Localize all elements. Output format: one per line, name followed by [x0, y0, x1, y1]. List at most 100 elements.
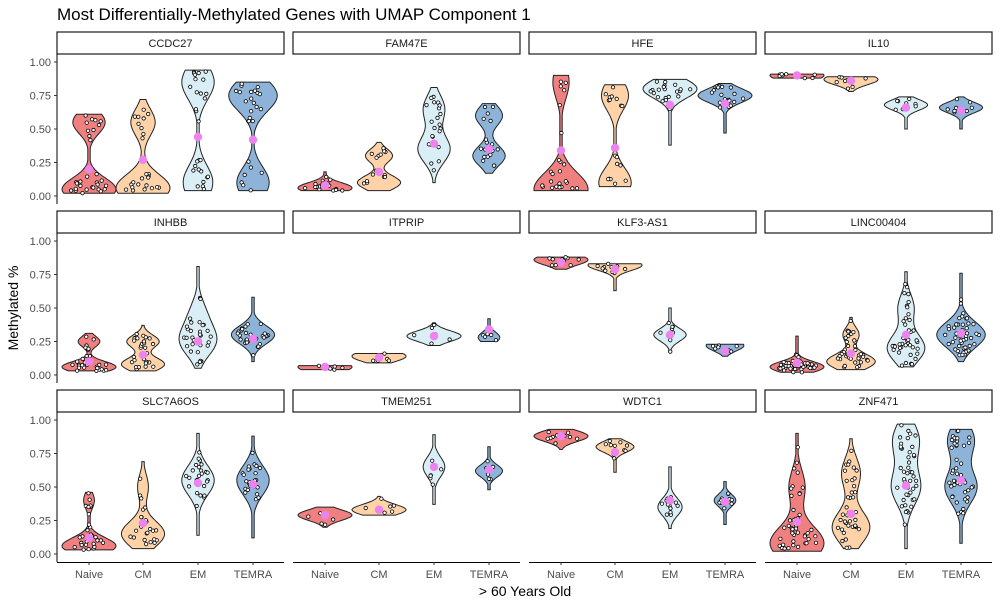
- data-point: [75, 359, 80, 364]
- data-point: [565, 430, 571, 435]
- data-point: [952, 441, 957, 446]
- data-point: [85, 174, 90, 179]
- data-point: [784, 72, 789, 77]
- mean-point: [320, 181, 330, 190]
- violin-temra: [697, 83, 753, 134]
- data-point: [732, 99, 737, 105]
- data-point: [846, 329, 851, 334]
- data-point: [603, 442, 608, 447]
- data-point: [722, 506, 727, 511]
- data-point: [853, 360, 858, 365]
- data-point: [104, 362, 109, 367]
- data-point: [480, 158, 486, 163]
- violin-naive: [769, 335, 825, 375]
- data-point: [949, 437, 955, 443]
- mean-point: [248, 480, 258, 489]
- data-point: [960, 322, 966, 327]
- data-point: [623, 178, 628, 183]
- data-point: [143, 505, 148, 510]
- data-point: [135, 336, 140, 341]
- data-point: [199, 471, 204, 476]
- data-point: [791, 539, 796, 544]
- data-point: [84, 120, 89, 125]
- data-point: [138, 476, 143, 481]
- data-point: [189, 320, 194, 325]
- violin-body: [769, 432, 825, 552]
- data-point: [793, 526, 799, 531]
- data-point: [78, 179, 83, 184]
- data-point: [901, 319, 906, 324]
- mean-point: [901, 330, 911, 339]
- data-point: [795, 530, 801, 535]
- data-point: [715, 85, 721, 90]
- data-point: [664, 512, 670, 517]
- mean-point: [84, 533, 94, 543]
- panel-strip: [528, 389, 757, 413]
- data-point: [185, 344, 190, 349]
- data-point: [660, 99, 665, 104]
- panel-strip: [56, 389, 285, 413]
- data-point: [843, 335, 848, 340]
- data-point: [853, 517, 858, 523]
- panel-strip: [764, 31, 993, 55]
- mean-point: [720, 497, 730, 506]
- data-point: [73, 186, 78, 191]
- data-point: [198, 296, 203, 301]
- data-point: [131, 535, 136, 540]
- data-point: [245, 322, 250, 327]
- data-point: [186, 484, 192, 489]
- data-point: [802, 76, 807, 81]
- data-point: [557, 103, 562, 108]
- data-point: [143, 335, 148, 340]
- data-point: [960, 352, 965, 357]
- data-point: [96, 122, 102, 128]
- data-point: [559, 130, 564, 136]
- panel-il10: IL10: [764, 31, 993, 130]
- data-point: [595, 263, 600, 269]
- data-point: [902, 290, 907, 296]
- data-point: [132, 338, 137, 343]
- data-point: [851, 483, 857, 489]
- data-point: [256, 344, 261, 349]
- violin-cm: [587, 261, 643, 292]
- data-point: [946, 341, 951, 347]
- data-point: [865, 358, 870, 363]
- data-point: [143, 361, 148, 366]
- data-point: [969, 485, 974, 490]
- mean-point: [665, 330, 675, 339]
- violin-temra: [944, 428, 978, 544]
- data-point: [388, 504, 393, 509]
- violin-naive: [533, 74, 589, 192]
- data-point: [306, 514, 311, 519]
- data-point: [436, 145, 441, 150]
- data-point: [950, 494, 955, 499]
- data-point: [656, 87, 661, 92]
- panel-strip-label: WDTC1: [623, 396, 662, 408]
- data-point: [139, 126, 144, 131]
- violin-naive: [61, 332, 117, 373]
- data-point: [792, 466, 797, 471]
- data-point: [72, 544, 77, 550]
- data-point: [136, 364, 141, 370]
- data-point: [958, 297, 964, 302]
- data-point: [205, 174, 211, 179]
- data-point: [91, 337, 96, 342]
- data-point: [806, 536, 811, 542]
- data-point: [781, 368, 787, 373]
- data-point: [974, 331, 979, 336]
- x-tick-label: EM: [898, 569, 915, 581]
- data-point: [655, 95, 661, 100]
- data-point: [964, 108, 969, 114]
- data-point: [726, 491, 731, 496]
- data-point: [969, 105, 975, 110]
- data-point: [155, 185, 160, 190]
- data-point: [374, 155, 379, 160]
- data-point: [93, 534, 98, 540]
- violin-body: [653, 307, 687, 353]
- y-tick-label: 1.00: [30, 236, 51, 248]
- data-point: [600, 266, 605, 271]
- data-point: [844, 478, 849, 483]
- data-point: [842, 363, 847, 368]
- mean-point: [610, 265, 620, 274]
- data-point: [429, 341, 434, 346]
